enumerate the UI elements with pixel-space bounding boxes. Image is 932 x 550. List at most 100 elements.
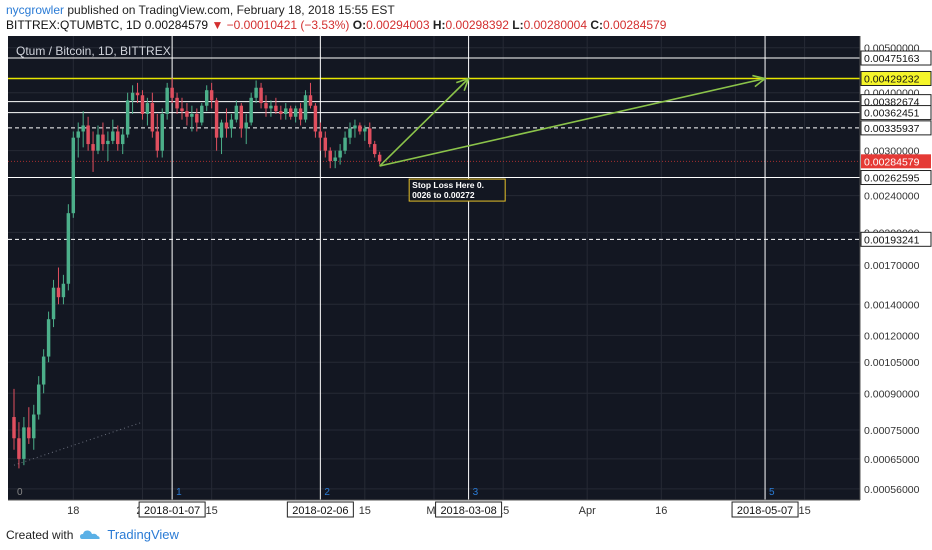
level-price-label: 0.00362451: [864, 108, 920, 120]
candle-body: [204, 90, 209, 106]
candle-body: [81, 125, 85, 132]
candle-body: [254, 87, 258, 98]
candle-body: [185, 111, 189, 117]
candle-body: [91, 144, 95, 151]
last-price-value: 0.00284579: [144, 18, 209, 32]
arrow-line: [379, 77, 766, 167]
candle-body: [125, 100, 130, 135]
line-marker-number: 1: [176, 487, 182, 498]
date-tag-label: 2018-02-06: [292, 505, 348, 517]
candle-body: [17, 438, 21, 459]
candle-body: [120, 134, 125, 145]
candle-body: [284, 108, 288, 114]
low-value: 0.00280004: [523, 18, 588, 32]
price-tick-label: 0.00056000: [864, 484, 920, 496]
candle-body: [76, 131, 80, 138]
high-value: 0.00298392: [445, 18, 509, 32]
candle-body: [66, 213, 71, 284]
candle-body: [323, 137, 328, 151]
annotation-text: Stop Loss Here 0.: [412, 180, 484, 190]
time-tick-label: 16: [655, 505, 667, 517]
candle-body: [333, 157, 337, 162]
candle-body: [372, 144, 377, 155]
candle-body: [328, 150, 332, 162]
candle-body: [12, 417, 16, 439]
line-marker-number: 3: [473, 487, 479, 498]
candle-body: [224, 122, 229, 129]
candle-body: [313, 105, 318, 132]
chart-title: Qtum / Bitcoin, 1D, BITTREX: [16, 44, 171, 58]
candle-body: [249, 97, 253, 123]
candle-body: [101, 134, 105, 145]
date-tag: [286, 501, 354, 518]
candle-body: [195, 113, 199, 123]
candle-body: [140, 95, 145, 114]
candle-body: [27, 427, 31, 439]
arrow-line: [379, 77, 470, 167]
candle-body: [106, 140, 110, 145]
candles: [12, 78, 382, 469]
candle-body: [264, 103, 268, 109]
tradingview-brand[interactable]: TradingView: [107, 527, 179, 542]
level-price-label: 0.00475163: [864, 53, 920, 65]
candle-body: [219, 122, 224, 138]
last-price-label: 0.00284579: [864, 156, 920, 168]
price-tick-label: 0.00240000: [864, 191, 920, 203]
arrow-head: [752, 74, 767, 88]
level-price-label: 0.00262595: [864, 173, 920, 185]
trend-line: [13, 421, 143, 466]
line-marker-number: 2: [324, 487, 330, 498]
date-tag: [731, 501, 799, 518]
date-tag-label: 2018-03-08: [440, 505, 496, 517]
open-label: O:: [352, 18, 367, 32]
level-price-tag: [860, 120, 932, 136]
candle-body: [22, 427, 26, 459]
candle-body: [160, 113, 164, 151]
date-tag-label: 2018-05-07: [737, 505, 793, 517]
candle-body: [279, 111, 283, 114]
candle-body: [32, 414, 36, 439]
time-axis-labels: 182015F15Ma15Apr16M152018-01-0712018-02-…: [17, 487, 811, 518]
time-tick-label: 15: [206, 505, 218, 517]
published-text: published on TradingView.com, February 1…: [67, 3, 395, 17]
ohlc-header: BITTREX:QTUMBTC, 1D 0.00284579 ▼ −0.0001…: [6, 18, 666, 32]
close-label: C:: [590, 18, 604, 32]
publish-info: nycgrowler published on TradingView.com,…: [6, 3, 395, 17]
candle-body: [293, 108, 298, 117]
footer: Created with TradingView: [6, 527, 179, 542]
candle-body: [200, 105, 204, 123]
annotation-box: [408, 178, 506, 202]
candle-body: [86, 125, 90, 145]
price-tick-label: 0.00140000: [864, 299, 920, 311]
author-link[interactable]: nycgrowler: [6, 3, 65, 17]
level-lines: [8, 57, 860, 240]
vertical-lines: [171, 36, 766, 500]
price-tick-label: 0.00120000: [864, 330, 920, 342]
time-axis[interactable]: [8, 500, 860, 520]
candle-body: [155, 131, 160, 151]
candle-body: [269, 105, 273, 109]
candle-body: [244, 122, 248, 129]
candle-body: [298, 108, 303, 120]
price-axis-labels: 0.005000000.004000000.003000000.00240000…: [860, 43, 932, 496]
candle-body: [145, 103, 150, 114]
level-price-tag: [860, 170, 932, 186]
price-tick-label: 0.00075000: [864, 425, 920, 437]
candle-body: [348, 128, 352, 138]
price-tick-label: 0.00065000: [864, 454, 920, 466]
candle-body: [41, 356, 46, 385]
candle-body: [46, 319, 51, 357]
annotation-text: 0026 to 0.00272: [412, 190, 475, 200]
candle-body: [61, 283, 66, 298]
tradingview-cloud-icon: [80, 529, 100, 539]
candle-body: [303, 95, 308, 120]
date-tag: [435, 501, 503, 518]
trend-lines: [13, 421, 143, 466]
candle-body: [377, 154, 382, 162]
candle-body: [274, 105, 278, 112]
candle-body: [170, 87, 174, 98]
candle-body: [343, 137, 347, 151]
time-tick-label: 18: [67, 505, 79, 517]
candle-body: [214, 100, 219, 138]
